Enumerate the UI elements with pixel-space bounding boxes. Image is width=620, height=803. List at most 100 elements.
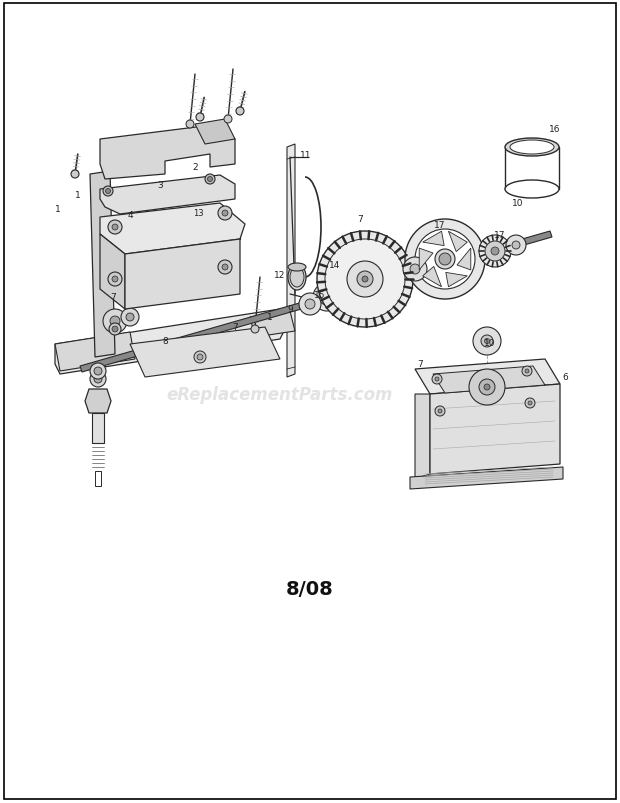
Polygon shape bbox=[100, 204, 245, 255]
Circle shape bbox=[506, 236, 526, 255]
Polygon shape bbox=[457, 249, 471, 271]
Text: 10: 10 bbox=[484, 339, 496, 348]
Circle shape bbox=[319, 290, 335, 306]
Circle shape bbox=[103, 310, 127, 333]
Ellipse shape bbox=[288, 263, 306, 271]
Circle shape bbox=[208, 177, 213, 182]
Circle shape bbox=[94, 376, 102, 384]
Circle shape bbox=[108, 273, 122, 287]
Text: 7: 7 bbox=[232, 323, 238, 332]
Circle shape bbox=[525, 369, 529, 373]
Text: 2: 2 bbox=[192, 163, 198, 173]
Ellipse shape bbox=[505, 181, 559, 199]
Text: 3: 3 bbox=[157, 181, 163, 190]
Bar bbox=[92, 414, 104, 443]
Circle shape bbox=[485, 242, 505, 262]
Circle shape bbox=[222, 265, 228, 271]
Polygon shape bbox=[90, 172, 115, 357]
Polygon shape bbox=[419, 249, 433, 271]
Text: 17: 17 bbox=[494, 231, 506, 240]
Polygon shape bbox=[415, 360, 560, 394]
Text: eReplacementParts.com: eReplacementParts.com bbox=[167, 385, 393, 403]
Polygon shape bbox=[446, 273, 467, 287]
Text: 7: 7 bbox=[417, 360, 423, 369]
Text: 6: 6 bbox=[562, 373, 568, 382]
Circle shape bbox=[410, 265, 420, 275]
Circle shape bbox=[481, 336, 493, 348]
Circle shape bbox=[473, 328, 501, 356]
Circle shape bbox=[512, 242, 520, 250]
Text: 8/08: 8/08 bbox=[286, 580, 334, 599]
Circle shape bbox=[522, 366, 532, 377]
Circle shape bbox=[110, 316, 120, 327]
Circle shape bbox=[435, 377, 439, 381]
Polygon shape bbox=[125, 240, 240, 310]
Circle shape bbox=[109, 324, 121, 336]
Text: 14: 14 bbox=[329, 261, 340, 270]
Polygon shape bbox=[100, 234, 125, 310]
Circle shape bbox=[305, 300, 315, 310]
Text: 7: 7 bbox=[357, 215, 363, 224]
Circle shape bbox=[108, 221, 122, 234]
Polygon shape bbox=[100, 176, 235, 214]
Text: 13: 13 bbox=[193, 208, 203, 218]
Circle shape bbox=[196, 114, 204, 122]
Text: 12: 12 bbox=[274, 271, 286, 280]
Circle shape bbox=[362, 277, 368, 283]
Circle shape bbox=[484, 339, 490, 344]
Circle shape bbox=[357, 271, 373, 287]
Circle shape bbox=[112, 327, 118, 332]
Text: 10: 10 bbox=[512, 199, 524, 208]
Circle shape bbox=[112, 225, 118, 230]
Bar bbox=[95, 471, 101, 487]
Circle shape bbox=[218, 206, 232, 221]
Circle shape bbox=[121, 308, 139, 327]
Circle shape bbox=[347, 262, 383, 298]
Text: 1: 1 bbox=[267, 313, 273, 322]
Circle shape bbox=[479, 380, 495, 396]
Circle shape bbox=[435, 250, 455, 270]
Circle shape bbox=[325, 240, 405, 320]
Ellipse shape bbox=[288, 265, 306, 291]
Text: 7: 7 bbox=[110, 293, 116, 302]
Text: 17: 17 bbox=[434, 221, 446, 230]
Circle shape bbox=[415, 230, 475, 290]
Circle shape bbox=[112, 277, 118, 283]
Circle shape bbox=[94, 368, 102, 376]
Circle shape bbox=[205, 175, 215, 185]
Circle shape bbox=[224, 116, 232, 124]
Text: 1: 1 bbox=[55, 206, 61, 214]
Polygon shape bbox=[250, 312, 295, 337]
Polygon shape bbox=[415, 394, 430, 479]
Polygon shape bbox=[287, 145, 295, 377]
Polygon shape bbox=[80, 232, 552, 373]
Polygon shape bbox=[410, 467, 563, 489]
Text: 15: 15 bbox=[314, 291, 326, 300]
Text: 4: 4 bbox=[127, 210, 133, 219]
Circle shape bbox=[403, 258, 427, 282]
Ellipse shape bbox=[505, 139, 559, 157]
Text: 11: 11 bbox=[300, 150, 312, 159]
Circle shape bbox=[236, 108, 244, 116]
Circle shape bbox=[197, 355, 203, 361]
Polygon shape bbox=[433, 366, 545, 393]
Polygon shape bbox=[55, 332, 135, 372]
Ellipse shape bbox=[510, 141, 554, 155]
Circle shape bbox=[317, 232, 413, 328]
Circle shape bbox=[432, 374, 442, 385]
Circle shape bbox=[194, 352, 206, 364]
Circle shape bbox=[525, 398, 535, 409]
Text: 16: 16 bbox=[549, 125, 560, 134]
Circle shape bbox=[313, 283, 341, 312]
Text: 9: 9 bbox=[287, 305, 293, 314]
Polygon shape bbox=[130, 328, 280, 377]
Polygon shape bbox=[195, 120, 235, 145]
Polygon shape bbox=[448, 232, 467, 252]
Circle shape bbox=[439, 254, 451, 266]
Circle shape bbox=[435, 406, 445, 417]
Circle shape bbox=[222, 210, 228, 217]
Text: 8: 8 bbox=[162, 337, 168, 346]
Circle shape bbox=[126, 314, 134, 321]
Polygon shape bbox=[430, 385, 560, 475]
Circle shape bbox=[324, 295, 330, 300]
